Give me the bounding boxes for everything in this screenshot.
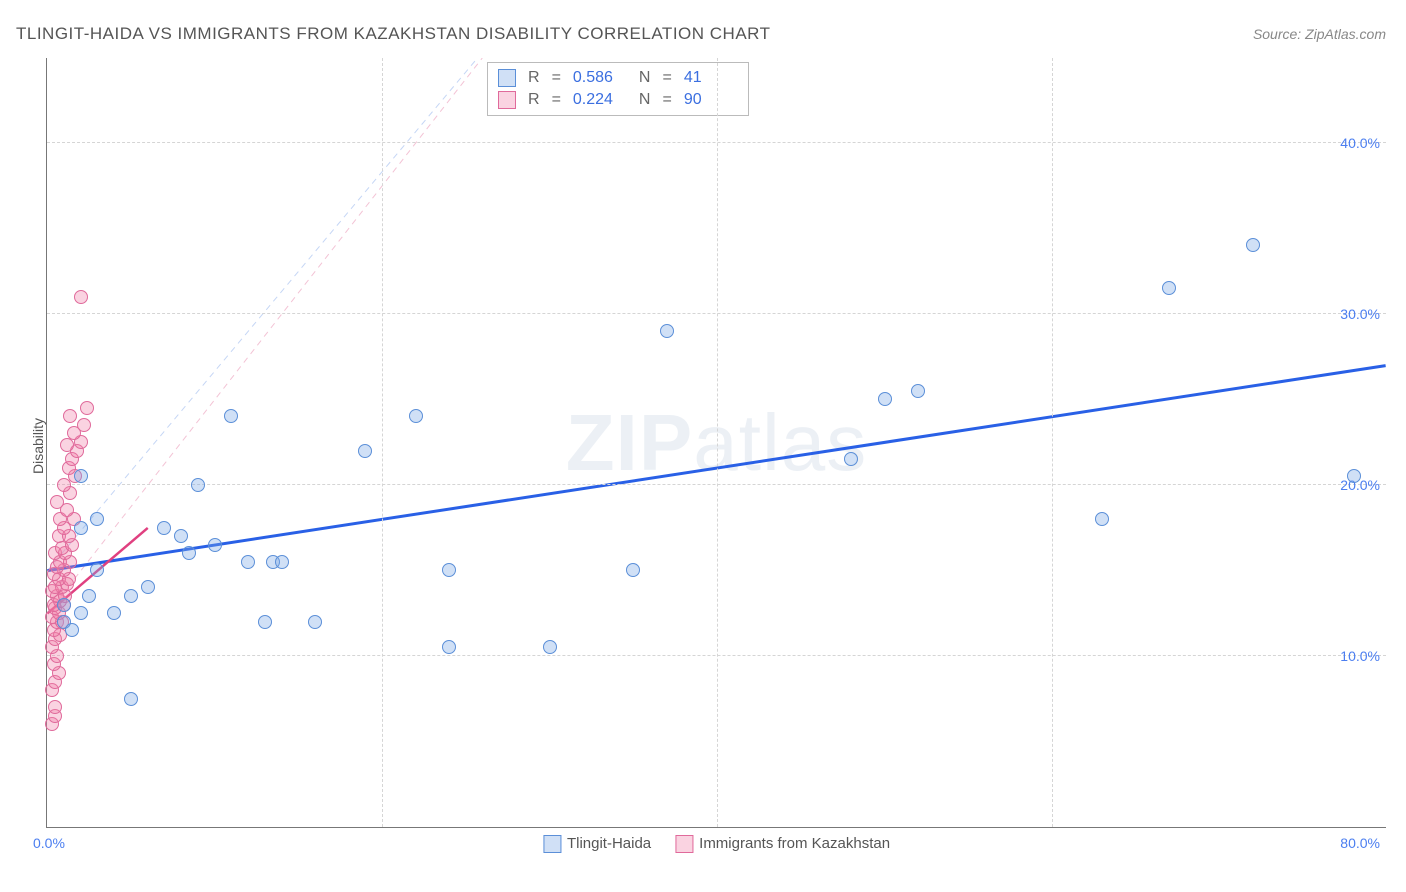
data-point-blue [208,538,222,552]
data-point-blue [141,580,155,594]
stats-row-blue: R=0.586 N=41 [498,67,738,89]
y-axis-label: Disability [30,418,46,474]
data-point-blue [1095,512,1109,526]
x-gridline [1052,58,1053,827]
swatch-pink-icon [675,835,693,853]
swatch-pink-icon [498,91,516,109]
source-attribution: Source: ZipAtlas.com [1253,26,1386,42]
stats-row-pink: R=0.224 N=90 [498,89,738,111]
y-tick-label: 40.0% [1340,135,1380,151]
data-point-blue [660,324,674,338]
data-point-blue [65,623,79,637]
data-point-pink [48,700,62,714]
data-point-blue [258,615,272,629]
legend-item-pink: Immigrants from Kazakhstan [675,835,890,853]
data-point-blue [543,640,557,654]
r-value-blue: 0.586 [573,67,627,89]
legend-item-blue: Tlingit-Haida [543,835,651,853]
data-point-blue [82,589,96,603]
data-point-blue [74,606,88,620]
data-point-blue [878,392,892,406]
data-point-blue [358,444,372,458]
y-tick-label: 30.0% [1340,306,1380,322]
data-point-pink [80,401,94,415]
data-point-blue [626,563,640,577]
data-point-blue [57,598,71,612]
data-point-blue [124,692,138,706]
scatter-plot-area: ZIPatlas R=0.586 N=41 R=0.224 N=90 0.0% … [46,58,1386,828]
n-value-pink: 90 [684,89,738,111]
x-gridline [382,58,383,827]
data-point-blue [442,640,456,654]
x-gridline [717,58,718,827]
data-point-blue [275,555,289,569]
data-point-blue [1246,238,1260,252]
x-tick-min: 0.0% [33,835,65,851]
data-point-pink [60,438,74,452]
data-point-blue [157,521,171,535]
data-point-blue [107,606,121,620]
data-point-blue [1162,281,1176,295]
data-point-blue [74,469,88,483]
data-point-pink [63,409,77,423]
data-point-blue [74,521,88,535]
data-point-blue [90,512,104,526]
n-value-blue: 41 [684,67,738,89]
data-point-pink [77,418,91,432]
data-point-blue [308,615,322,629]
x-tick-max: 80.0% [1340,835,1380,851]
data-point-blue [1347,469,1361,483]
swatch-blue-icon [498,69,516,87]
data-point-blue [241,555,255,569]
data-point-blue [224,409,238,423]
data-point-pink [50,495,64,509]
stats-legend: R=0.586 N=41 R=0.224 N=90 [487,62,749,116]
r-value-pink: 0.224 [573,89,627,111]
data-point-blue [182,546,196,560]
chart-title: TLINGIT-HAIDA VS IMMIGRANTS FROM KAZAKHS… [16,24,771,44]
data-point-blue [124,589,138,603]
data-point-blue [191,478,205,492]
y-tick-label: 10.0% [1340,648,1380,664]
data-point-pink [74,290,88,304]
series-legend: Tlingit-Haida Immigrants from Kazakhstan [543,835,890,853]
data-point-blue [442,563,456,577]
data-point-blue [409,409,423,423]
swatch-blue-icon [543,835,561,853]
data-point-blue [174,529,188,543]
data-point-blue [90,563,104,577]
data-point-blue [911,384,925,398]
data-point-blue [844,452,858,466]
